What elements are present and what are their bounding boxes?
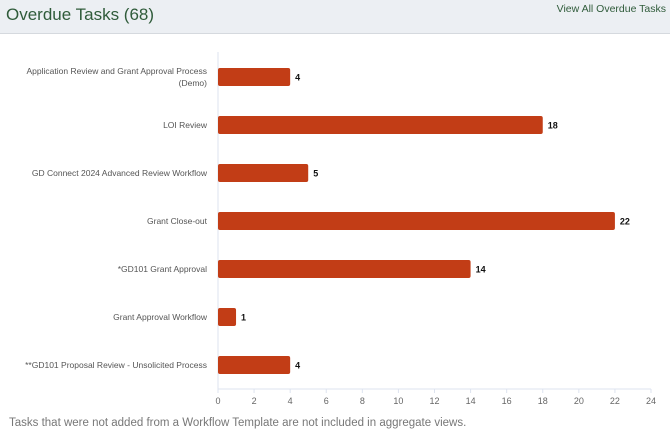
data-label: 4 (295, 361, 300, 371)
category-label: *GD101 Grant Approval (118, 264, 207, 274)
page-title: Overdue Tasks (68) (6, 5, 155, 24)
view-all-overdue-tasks-link[interactable]: View All Overdue Tasks (556, 3, 666, 15)
bar (218, 164, 309, 182)
panel-header: Overdue Tasks (68) View All Overdue Task… (0, 0, 670, 34)
category-label: (Demo) (179, 78, 208, 88)
data-label: 1 (241, 313, 246, 323)
x-tick-label: 24 (646, 396, 656, 406)
x-tick-label: 16 (502, 396, 512, 406)
category-label: Grant Close-out (147, 216, 208, 226)
x-tick-label: 22 (610, 396, 620, 406)
x-tick-label: 8 (360, 396, 365, 406)
x-tick-label: 0 (215, 396, 220, 406)
bar (218, 356, 291, 374)
x-tick-label: 4 (288, 396, 293, 406)
footnote: Tasks that were not added from a Workflo… (9, 417, 467, 429)
data-label: 18 (548, 121, 558, 131)
x-tick-label: 2 (252, 396, 257, 406)
bar (218, 308, 237, 326)
x-tick-label: 14 (466, 396, 476, 406)
bar (218, 260, 471, 278)
category-label: Application Review and Grant Approval Pr… (27, 66, 207, 76)
x-tick-label: 10 (393, 396, 403, 406)
category-label: Grant Approval Workflow (113, 312, 208, 322)
category-label: **GD101 Proposal Review - Unsolicited Pr… (25, 360, 207, 370)
data-label: 5 (313, 169, 318, 179)
x-tick-label: 6 (324, 396, 329, 406)
data-label: 4 (295, 73, 300, 83)
data-label: 22 (620, 217, 630, 227)
bar (218, 68, 291, 86)
data-label: 14 (476, 265, 486, 275)
category-label: LOI Review (163, 120, 208, 130)
x-tick-label: 20 (574, 396, 584, 406)
x-tick-label: 12 (429, 396, 439, 406)
x-tick-label: 18 (538, 396, 548, 406)
bar (218, 212, 615, 230)
category-label: GD Connect 2024 Advanced Review Workflow (32, 168, 208, 178)
bar (218, 116, 543, 134)
